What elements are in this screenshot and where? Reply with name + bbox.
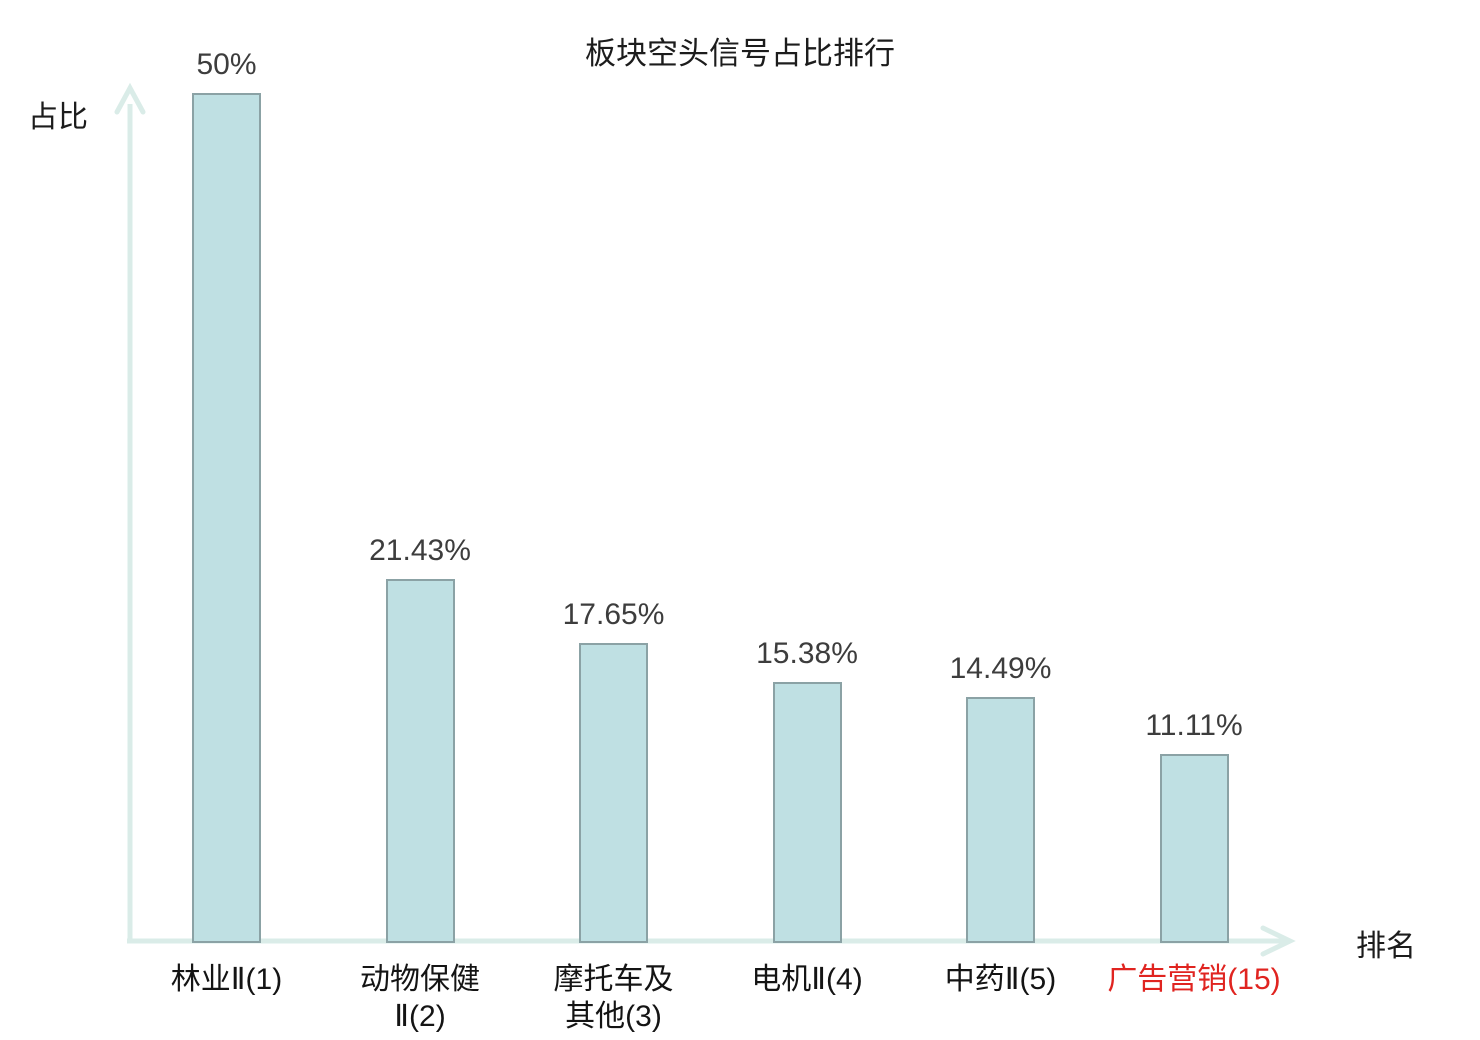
y-axis-label: 占比 bbox=[28, 101, 88, 134]
chart-title: 板块空头信号占比排行 bbox=[585, 36, 895, 71]
bar-category-label: 林业Ⅱ(1) bbox=[170, 963, 283, 996]
bar-value-label: 17.65% bbox=[562, 598, 665, 631]
bar bbox=[966, 697, 1035, 943]
bar-value-label: 11.11% bbox=[1145, 709, 1243, 742]
y-axis-arrowhead-icon bbox=[114, 82, 146, 115]
bar-category-label: 中药Ⅱ(5) bbox=[944, 963, 1057, 996]
bar-category-label: 摩托车及 其他(3) bbox=[553, 963, 674, 1033]
bar bbox=[385, 579, 455, 943]
x-axis-label: 排名 bbox=[1356, 930, 1416, 963]
bar-value-label: 21.43% bbox=[369, 534, 471, 567]
bar-value-label: 14.49% bbox=[949, 652, 1052, 685]
x-axis-arrowhead-icon bbox=[1260, 925, 1296, 957]
bar bbox=[1159, 754, 1229, 943]
bar bbox=[192, 93, 261, 943]
bar-value-label: 50% bbox=[196, 48, 257, 81]
bar-category-label: 动物保健 Ⅱ(2) bbox=[360, 963, 480, 1033]
bar-category-label: 电机Ⅱ(4) bbox=[751, 963, 863, 996]
bar bbox=[579, 643, 648, 943]
bar-value-label: 15.38% bbox=[756, 637, 858, 670]
bar-category-label: 广告营销(15) bbox=[1107, 963, 1281, 996]
bar bbox=[772, 682, 842, 943]
